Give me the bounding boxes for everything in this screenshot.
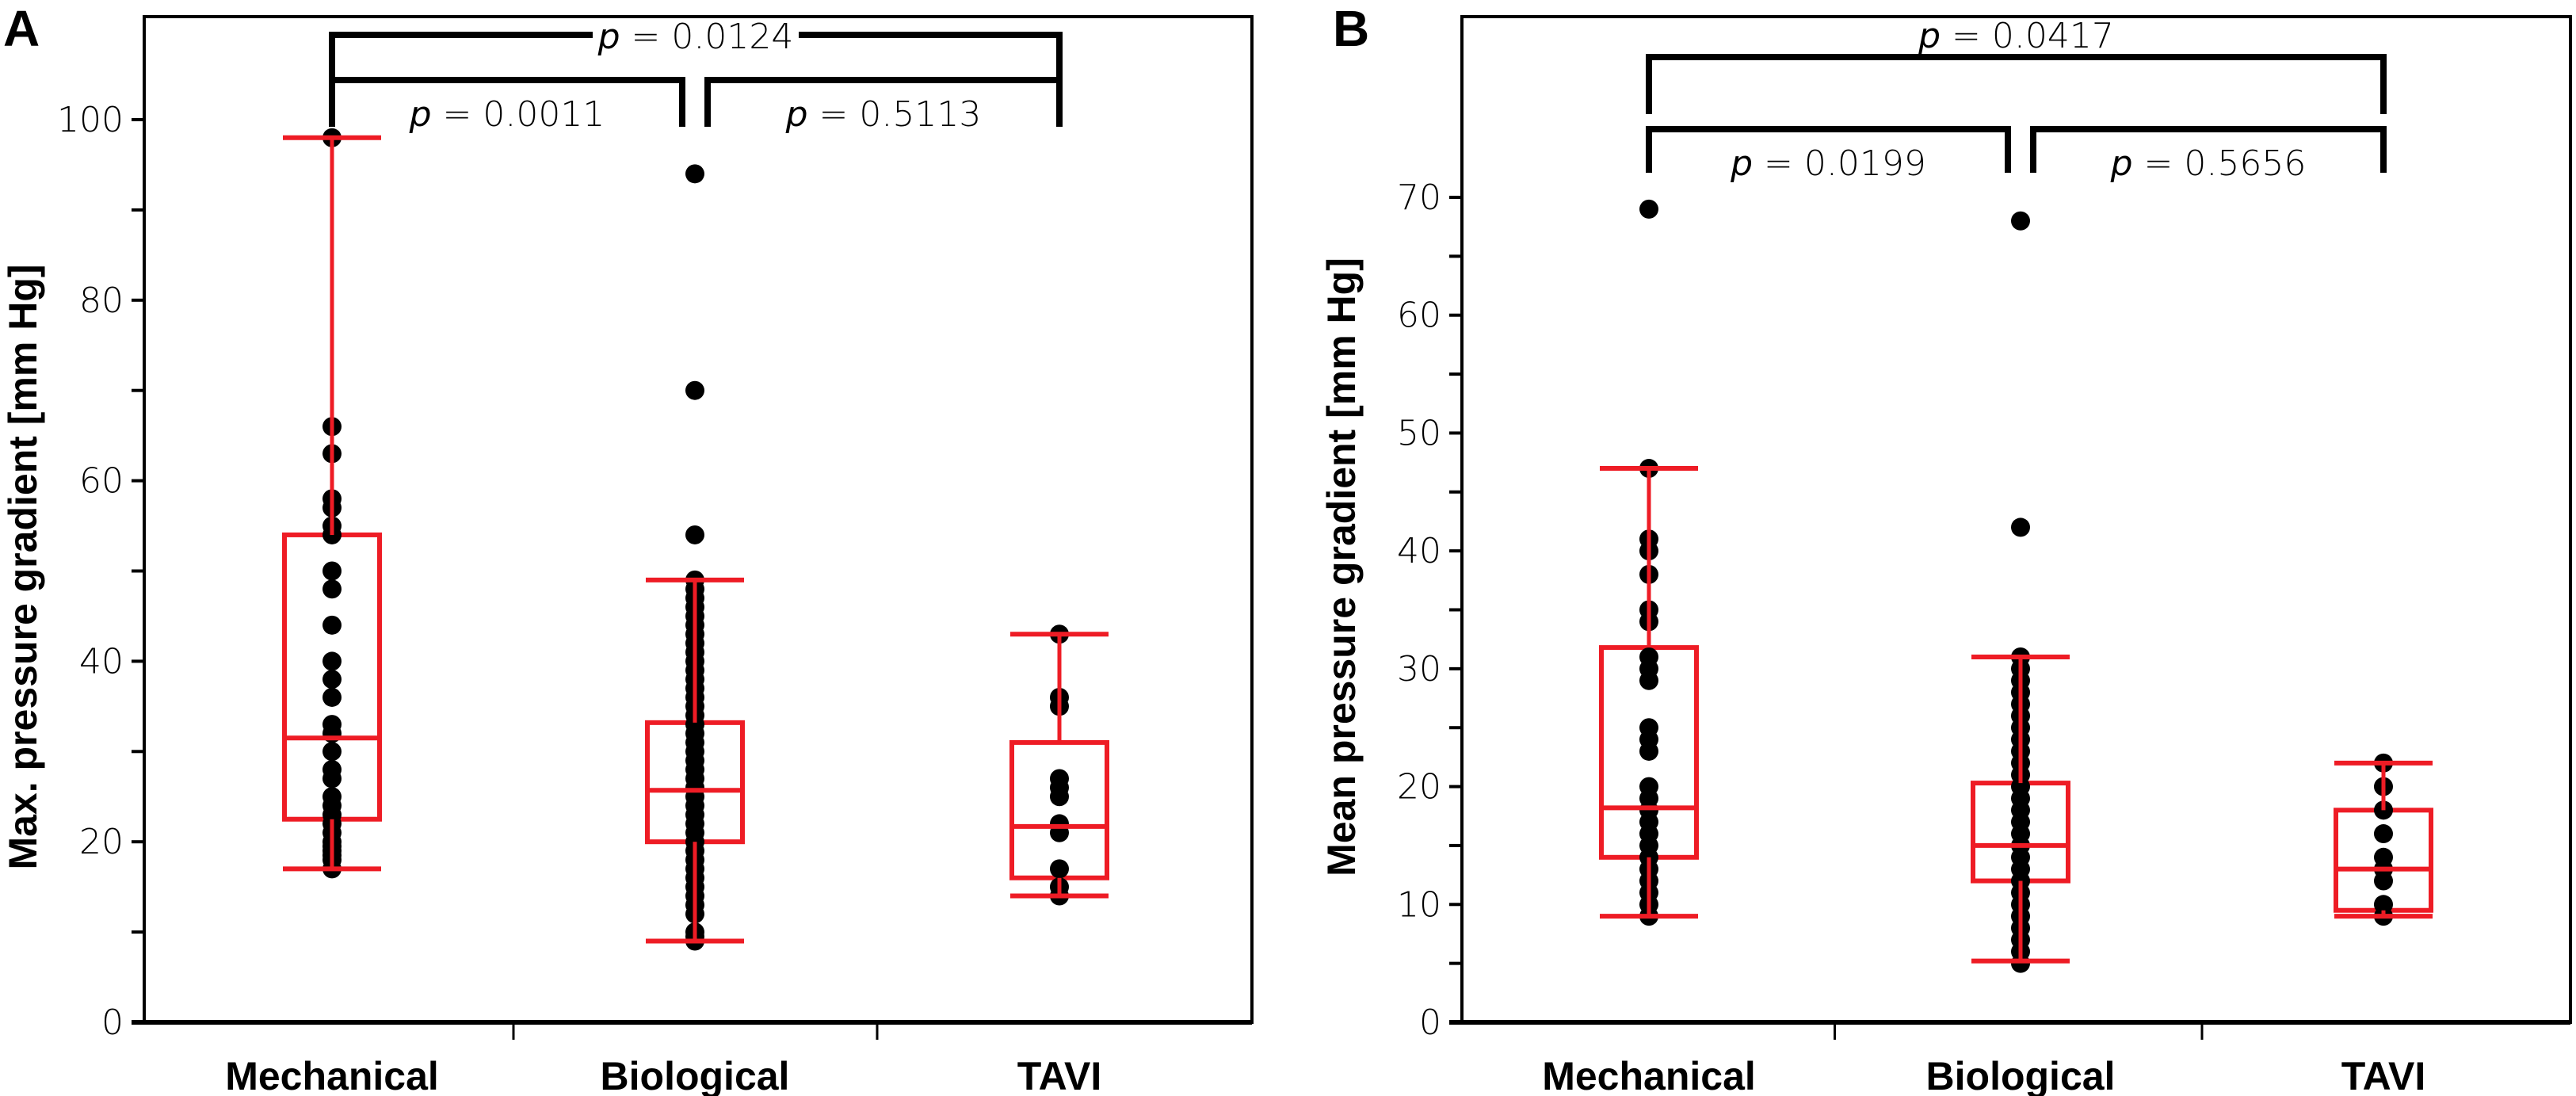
panel-a: A 0 20 40 60 80 100 Max. pressure gradient [mm … (1, 0, 1254, 1096)
data-point (322, 769, 342, 789)
significance-bracket: p = 0.5113 (704, 77, 1063, 135)
y-tick-label: 60 (1397, 296, 1441, 336)
data-point (322, 670, 342, 689)
p-value: = 0.0011 (443, 94, 605, 135)
panel-letter: B (1333, 0, 1369, 57)
data-point (1639, 741, 1658, 761)
data-point (685, 380, 704, 400)
significance-bracket: p = 0.0124 (329, 17, 1063, 80)
data-point (2374, 824, 2393, 844)
data-point (685, 164, 704, 184)
p-value: = 0.5113 (819, 94, 982, 135)
significance-bracket: p = 0.5656 (2030, 126, 2387, 184)
p-value-label: p = 0.5113 (785, 94, 982, 135)
data-point (322, 615, 342, 635)
data-point (2374, 871, 2393, 891)
significance-bracket: p = 0.0417 (1646, 16, 2387, 114)
significance-bracket: p = 0.0199 (1646, 126, 2011, 184)
x-tick-label: Mechanical (1542, 1054, 1756, 1096)
data-point (1050, 787, 1069, 807)
significance-bracket: p = 0.0011 (329, 77, 685, 135)
y-tick-label: 30 (1397, 649, 1441, 689)
data-point (322, 561, 342, 581)
p-value: = 0.0199 (1764, 143, 1926, 184)
p-value-label: p = 0.0199 (1730, 143, 1926, 184)
y-tick-label: 0 (101, 1002, 124, 1043)
y-tick-label: 40 (1397, 531, 1441, 571)
x-tick-label: TAVI (1017, 1054, 1101, 1096)
y-axis-title: Mean pressure gradient [mm Hg] (1319, 258, 1364, 876)
p-symbol: p (1730, 143, 1764, 184)
data-point (685, 525, 704, 544)
x-tick-label: Biological (601, 1054, 790, 1096)
y-axis-title: Max. pressure gradient [mm Hg] (1, 264, 45, 869)
y-tick-label: 10 (1397, 884, 1441, 925)
p-value: = 0.0124 (632, 17, 794, 57)
data-point (1639, 199, 1658, 219)
box-mechanical (282, 128, 382, 879)
p-symbol: p (1918, 16, 1952, 56)
data-point (1639, 670, 1658, 690)
data-point (322, 742, 342, 762)
x-tick-label: Mechanical (225, 1054, 439, 1096)
data-point (2011, 211, 2030, 231)
x-tick-label: TAVI (2341, 1054, 2425, 1096)
p-symbol: p (597, 17, 632, 57)
box-tavi (1009, 624, 1109, 906)
y-tick-label: 100 (57, 100, 124, 140)
y-tick-label: 60 (79, 461, 124, 502)
p-value-label: p = 0.0417 (1918, 16, 2114, 56)
bracket-line (704, 77, 1063, 127)
box-mechanical (1599, 199, 1699, 926)
iqr-box (1009, 739, 1109, 880)
p-value: = 0.5656 (2144, 143, 2307, 184)
p-symbol: p (409, 94, 443, 135)
p-symbol: p (785, 94, 819, 135)
y-tick-label: 80 (79, 281, 124, 321)
panel-b: B 0 10 20 30 40 50 60 70 Mean pressure gradient [… (1319, 0, 2572, 1096)
box-tavi (2334, 753, 2433, 926)
bracket-line (329, 77, 685, 127)
box-biological (645, 164, 745, 951)
data-point (322, 651, 342, 671)
y-tick-label: 20 (79, 822, 124, 862)
y-tick-label: 20 (1397, 767, 1441, 808)
x-tick-label: Biological (1926, 1054, 2116, 1096)
bracket-line (1646, 54, 2387, 114)
p-symbol: p (2110, 143, 2144, 184)
y-tick-label: 0 (1419, 1002, 1441, 1043)
data-point (322, 579, 342, 599)
p-value-label: p = 0.0011 (409, 94, 605, 135)
y-tick-label: 40 (79, 641, 124, 682)
p-value: = 0.0417 (1952, 16, 2114, 56)
data-point (322, 687, 342, 707)
data-point (1050, 859, 1069, 879)
bracket-line (2030, 126, 2387, 173)
bracket-line (1646, 126, 2011, 173)
box-biological (1971, 211, 2070, 973)
y-tick-label: 70 (1397, 178, 1441, 218)
label-mask (593, 27, 799, 43)
p-value-label: p = 0.5656 (2110, 143, 2307, 184)
data-point (2011, 517, 2030, 537)
panel-letter: A (3, 0, 40, 57)
p-value-label: p = 0.0124 (597, 17, 794, 57)
y-tick-label: 50 (1397, 413, 1441, 453)
